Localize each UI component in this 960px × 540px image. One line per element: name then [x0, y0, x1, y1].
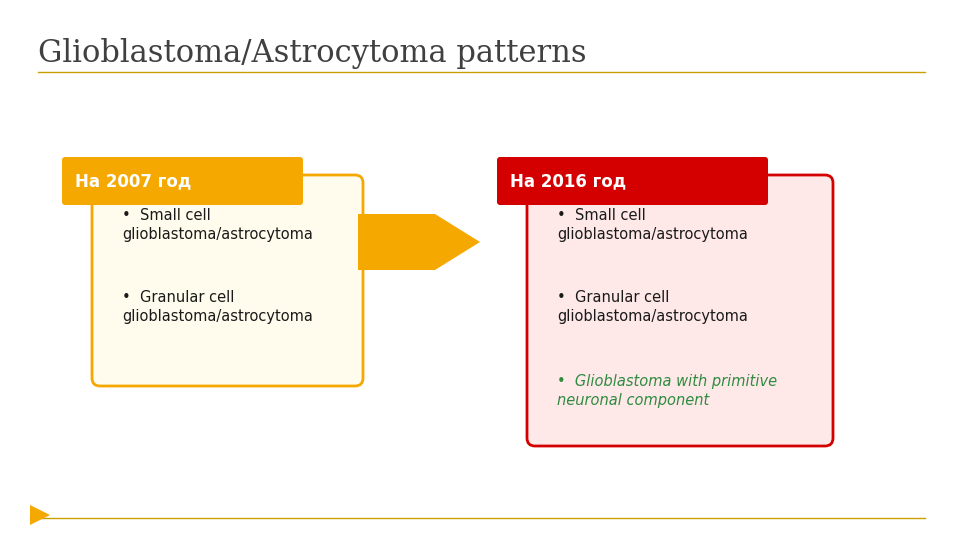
FancyBboxPatch shape: [92, 175, 363, 386]
FancyBboxPatch shape: [527, 175, 833, 446]
Text: •  Granular cell
glioblastoma/astrocytoma: • Granular cell glioblastoma/astrocytoma: [557, 290, 748, 323]
Text: •  Granular cell
glioblastoma/astrocytoma: • Granular cell glioblastoma/astrocytoma: [122, 290, 313, 323]
FancyBboxPatch shape: [62, 157, 303, 205]
Text: •  Small cell
glioblastoma/astrocytoma: • Small cell glioblastoma/astrocytoma: [557, 208, 748, 241]
Text: •  Small cell
glioblastoma/astrocytoma: • Small cell glioblastoma/astrocytoma: [122, 208, 313, 241]
Text: На 2007 год: На 2007 год: [75, 172, 191, 190]
Polygon shape: [30, 505, 50, 525]
Text: Glioblastoma/Astrocytoma patterns: Glioblastoma/Astrocytoma patterns: [38, 38, 587, 69]
Text: •  Glioblastoma with primitive
neuronal component: • Glioblastoma with primitive neuronal c…: [557, 374, 778, 408]
Polygon shape: [358, 214, 480, 270]
Text: На 2016 год: На 2016 год: [510, 172, 626, 190]
FancyBboxPatch shape: [497, 157, 768, 205]
